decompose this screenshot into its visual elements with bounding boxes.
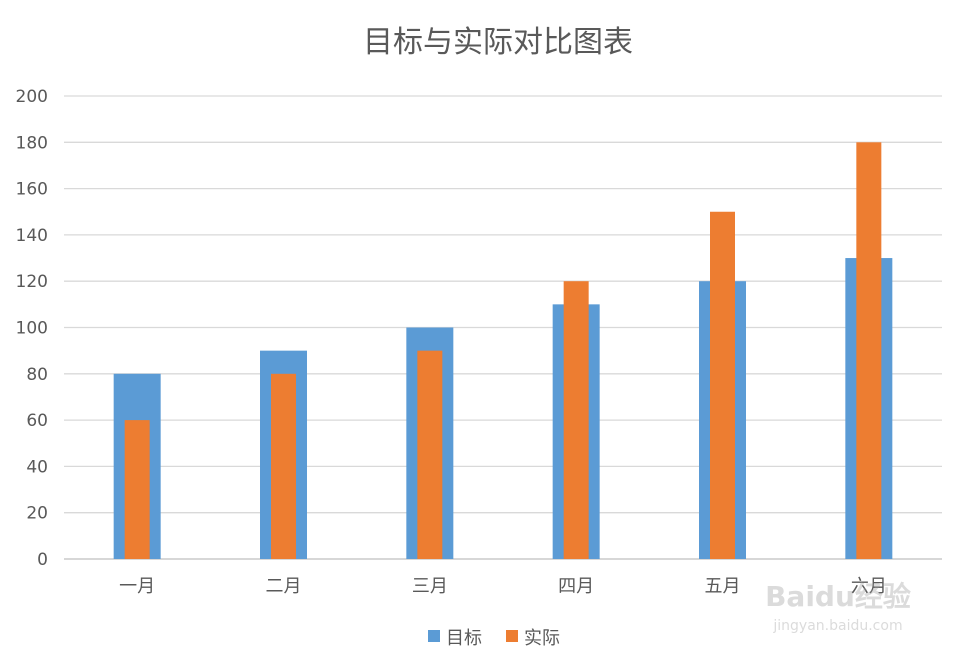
y-tick-label: 80 (26, 365, 48, 385)
chart-title: 目标与实际对比图表 (363, 25, 633, 60)
y-tick-label: 60 (26, 411, 48, 431)
y-tick-label: 100 (16, 319, 48, 339)
y-tick-label: 0 (37, 550, 48, 570)
y-tick-label: 180 (16, 133, 48, 153)
x-tick-label: 三月 (412, 576, 448, 597)
legend-label: 实际 (524, 628, 560, 649)
y-tick-label: 20 (26, 504, 48, 524)
y-tick-label: 200 (16, 87, 48, 107)
legend-item-2: 实际 (506, 628, 560, 649)
x-tick-label: 五月 (705, 576, 741, 597)
y-tick-label: 120 (16, 272, 48, 292)
y-tick-label: 40 (26, 457, 48, 477)
gridlines (64, 95, 942, 560)
legend-swatch (428, 630, 440, 642)
x-tick-label: 六月 (851, 576, 887, 597)
legend-label: 目标 (446, 628, 482, 649)
bars (113, 142, 893, 560)
actual-bar-1 (124, 420, 150, 559)
x-axis-tick-labels: 一月 二月 三月 四月 五月 六月 (119, 576, 887, 597)
actual-bar-4 (563, 281, 589, 559)
actual-bar-2 (271, 373, 296, 559)
actual-bar-6 (856, 142, 882, 560)
y-axis-tick-labels: 0 20 40 60 80 100 120 140 160 180 200 (16, 87, 48, 570)
watermark-logo: Baidu经验 (765, 580, 911, 613)
x-tick-label: 二月 (266, 576, 302, 597)
y-tick-label: 160 (16, 180, 48, 200)
legend-swatch (506, 630, 518, 642)
watermark-url: jingyan.baidu.com (772, 618, 902, 634)
x-tick-label: 一月 (119, 576, 155, 597)
legend: 目标 实际 (428, 628, 560, 649)
actual-bar-5 (710, 211, 735, 559)
x-tick-label: 四月 (558, 576, 594, 597)
actual-bar-3 (417, 350, 443, 559)
watermark: Baidu经验 jingyan.baidu.com (765, 580, 911, 634)
legend-item-1: 目标 (428, 628, 482, 649)
y-tick-label: 140 (16, 226, 48, 246)
